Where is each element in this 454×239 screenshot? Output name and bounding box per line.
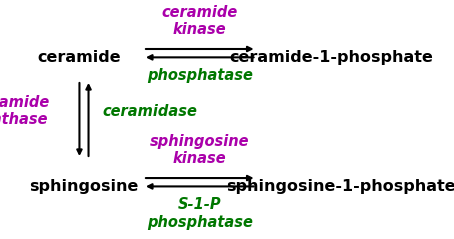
Text: phosphatase: phosphatase: [147, 68, 253, 83]
Text: sphingosine
kinase: sphingosine kinase: [150, 134, 250, 166]
Text: ceramide
kinase: ceramide kinase: [162, 5, 238, 37]
Text: ceramide-1-phosphate: ceramide-1-phosphate: [229, 50, 434, 65]
Text: sphingosine: sphingosine: [30, 179, 138, 194]
Text: ceramide: ceramide: [38, 50, 121, 65]
Text: S-1-P
phosphatase: S-1-P phosphatase: [147, 197, 253, 230]
Text: ceramide
synthase: ceramide synthase: [0, 95, 49, 127]
Text: ceramidase: ceramidase: [102, 104, 197, 119]
Text: sphingosine-1-phosphate: sphingosine-1-phosphate: [226, 179, 454, 194]
